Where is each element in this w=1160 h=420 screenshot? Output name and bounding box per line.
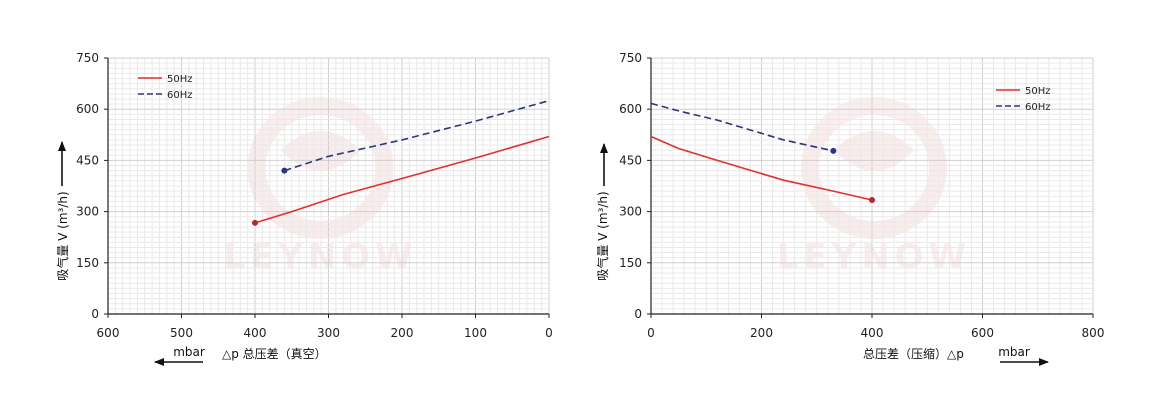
grid [107,57,550,315]
x-axis-label: 总压差（压缩）△p [863,346,964,361]
y-tick-label: 600 [619,102,642,116]
x-tick-label: 500 [170,326,193,340]
x-tick-label: 100 [464,326,487,340]
y-tick-label: 450 [619,153,642,167]
y-tick-label: 150 [76,256,99,270]
y-axis-label: 吸气量 V (m³/h) [595,191,610,280]
series-line-60Hz [650,102,834,152]
y-tick-label: 0 [91,307,99,321]
y-tick-label: 750 [76,51,99,65]
watermark-text: LEYNOW [223,237,417,277]
unit-label: mbar [998,345,1030,359]
legend: 50Hz 60Hz [996,86,1051,113]
y-tick-label: 0 [634,307,642,321]
legend-label: 60Hz [167,90,193,101]
legend-label: 50Hz [1025,86,1051,97]
y-tick-label: 150 [619,256,642,270]
chart-1: LEYNOW 600 500 400 300 200 100 0 0 150 300 450 600 75… [55,51,553,366]
y-tick-label: 600 [76,102,99,116]
x-tick-label: 300 [317,326,340,340]
series-endpoint-50Hz [869,196,875,203]
y-tick-label: 450 [76,153,99,167]
y-axis-label: 吸气量 V (m³/h) [55,191,70,280]
y-tick-label: 750 [619,51,642,65]
x-tick-label: 200 [750,326,773,340]
grid [650,57,1094,315]
x-tick-label: 0 [647,326,655,340]
x-tick-label: 600 [97,326,120,340]
y-tick-label: 300 [76,205,99,219]
legend-label: 60Hz [1025,102,1051,113]
series-line-50Hz [650,135,873,201]
unit-label: mbar [173,345,205,359]
x-tick-label: 800 [1082,326,1105,340]
x-tick-label: 600 [971,326,994,340]
x-tick-label: 400 [244,326,267,340]
series-endpoint-50Hz [252,219,258,226]
series-endpoint-60Hz [830,147,837,154]
legend: 50Hz 60Hz [138,74,193,101]
x-tick-label: 0 [545,326,553,340]
x-tick-label: 400 [861,326,884,340]
legend-label: 50Hz [167,74,193,85]
x-axis-label: △p 总压差（真空） [222,347,327,361]
series-line-50Hz [254,135,550,224]
series-line-60Hz [284,99,550,172]
series-endpoint-60Hz [281,167,288,174]
x-tick-label: 200 [391,326,414,340]
y-tick-label: 300 [619,205,642,219]
